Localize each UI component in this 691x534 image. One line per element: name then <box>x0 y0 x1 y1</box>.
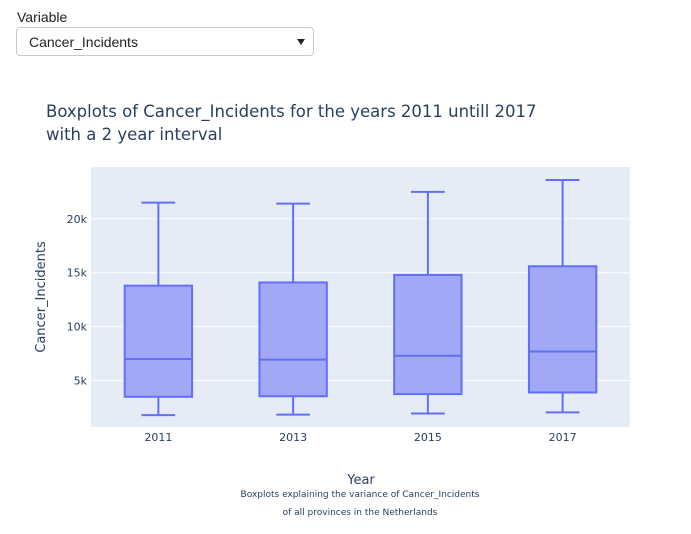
box-iqr <box>527 265 598 394</box>
chart-caption-line-1: Boxplots explaining the variance of Canc… <box>241 490 480 500</box>
chart-caption-line-2: of all provinces in the Netherlands <box>283 508 438 518</box>
x-tick-label: 2017 <box>549 431 577 444</box>
y-tick-label: 10k <box>67 321 88 334</box>
dropdown-arrow-icon[interactable] <box>297 38 305 45</box>
variable-label: Variable <box>17 9 68 25</box>
y-tick-label: 5k <box>74 375 88 388</box>
box-iqr <box>258 281 328 398</box>
chart-title-line-2: with a 2 year interval <box>46 125 222 144</box>
x-tick-label: 2015 <box>414 431 442 444</box>
box-2013 <box>258 202 328 416</box>
y-tick-label: 20k <box>67 213 88 226</box>
dropdown-selected-value: Cancer_Incidents <box>29 33 138 50</box>
x-tick-label: 2011 <box>144 431 172 444</box>
variable-dropdown[interactable]: Cancer_Incidents <box>16 27 314 56</box>
box-2015 <box>393 190 463 415</box>
x-tick-label: 2013 <box>279 431 307 444</box>
y-axis-title: Cancer_Incidents <box>34 241 49 353</box>
box-2017 <box>527 178 598 414</box>
x-axis-title: Year <box>346 473 375 488</box>
y-tick-label: 15k <box>67 267 88 280</box>
chart-title-line-1: Boxplots of Cancer_Incidents for the yea… <box>46 102 537 122</box>
box-2011 <box>123 201 194 417</box>
box-iqr <box>393 273 463 396</box>
box-iqr <box>123 284 194 398</box>
